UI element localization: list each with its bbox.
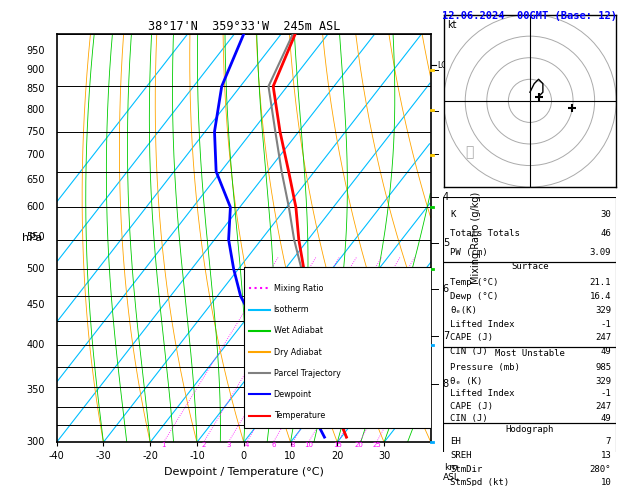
Text: Dewpoint: Dewpoint <box>274 390 312 399</box>
Text: PW (cm): PW (cm) <box>450 248 488 258</box>
Text: Totals Totals: Totals Totals <box>450 229 520 238</box>
Text: Hodograph: Hodograph <box>506 424 554 434</box>
Text: 25: 25 <box>372 442 381 448</box>
Text: 300: 300 <box>26 437 45 447</box>
Text: 16.4: 16.4 <box>590 292 611 301</box>
Text: 10: 10 <box>601 478 611 486</box>
Text: LCL: LCL <box>438 61 452 70</box>
Text: CAPE (J): CAPE (J) <box>450 333 493 342</box>
Text: Surface: Surface <box>511 262 548 272</box>
Text: Parcel Trajectory: Parcel Trajectory <box>274 369 340 378</box>
Text: StmSpd (kt): StmSpd (kt) <box>450 478 509 486</box>
Text: 1: 1 <box>162 442 166 448</box>
Text: SREH: SREH <box>450 451 472 460</box>
Text: Mixing Ratio (g/kg): Mixing Ratio (g/kg) <box>470 192 481 284</box>
Text: 2: 2 <box>201 442 206 448</box>
Text: 550: 550 <box>26 232 45 242</box>
Text: 15: 15 <box>333 442 342 448</box>
Text: 900: 900 <box>26 65 45 75</box>
Text: kt: kt <box>447 20 457 30</box>
Text: 2: 2 <box>443 106 449 116</box>
Text: Lifted Index: Lifted Index <box>450 320 515 329</box>
Text: 500: 500 <box>26 264 45 274</box>
Text: 21.1: 21.1 <box>590 278 611 287</box>
Text: hPa: hPa <box>22 233 42 243</box>
Text: K: K <box>450 210 456 219</box>
Text: Temp (°C): Temp (°C) <box>450 278 499 287</box>
Text: 700: 700 <box>26 150 45 160</box>
Text: 280°: 280° <box>590 465 611 474</box>
Text: 8: 8 <box>443 379 449 389</box>
Text: 3: 3 <box>226 442 231 448</box>
Text: Mixing Ratio: Mixing Ratio <box>274 284 323 293</box>
Text: 5: 5 <box>443 238 449 248</box>
Text: 3: 3 <box>443 150 449 159</box>
Bar <box>443 347 616 423</box>
Text: 800: 800 <box>26 104 45 115</box>
Text: θₑ(K): θₑ(K) <box>450 306 477 315</box>
Text: 49: 49 <box>601 414 611 423</box>
Text: 850: 850 <box>26 84 45 94</box>
Text: 400: 400 <box>26 340 45 350</box>
Text: EH: EH <box>450 437 461 446</box>
Text: -1: -1 <box>601 320 611 329</box>
Text: 950: 950 <box>26 46 45 56</box>
Text: 247: 247 <box>595 333 611 342</box>
Text: 20: 20 <box>355 442 364 448</box>
Text: 450: 450 <box>26 300 45 310</box>
Text: Isotherm: Isotherm <box>274 305 309 314</box>
Text: -1: -1 <box>601 389 611 399</box>
Text: 10: 10 <box>304 442 313 448</box>
Bar <box>443 197 616 262</box>
Text: 985: 985 <box>595 363 611 372</box>
Text: km
ASL: km ASL <box>443 463 460 482</box>
Text: Most Unstable: Most Unstable <box>495 349 565 358</box>
Text: 30: 30 <box>601 210 611 219</box>
Text: 350: 350 <box>26 385 45 395</box>
Text: 600: 600 <box>26 202 45 212</box>
Text: 7: 7 <box>443 330 449 341</box>
Text: ➿: ➿ <box>465 146 474 159</box>
Text: Dewp (°C): Dewp (°C) <box>450 292 499 301</box>
Bar <box>443 423 616 486</box>
Text: Wet Adiabat: Wet Adiabat <box>274 326 323 335</box>
Text: θₑ (K): θₑ (K) <box>450 377 482 385</box>
Text: 329: 329 <box>595 377 611 385</box>
X-axis label: Dewpoint / Temperature (°C): Dewpoint / Temperature (°C) <box>164 467 324 477</box>
Text: 329: 329 <box>595 306 611 315</box>
Text: 8: 8 <box>291 442 295 448</box>
Text: 3.09: 3.09 <box>590 248 611 258</box>
Text: CIN (J): CIN (J) <box>450 414 488 423</box>
Text: 13: 13 <box>601 451 611 460</box>
Text: CAPE (J): CAPE (J) <box>450 402 493 411</box>
Text: 1: 1 <box>443 65 449 75</box>
Text: Dry Adiabat: Dry Adiabat <box>274 347 321 357</box>
Text: 750: 750 <box>26 126 45 137</box>
Text: StmDir: StmDir <box>450 465 482 474</box>
Text: 4: 4 <box>443 192 449 202</box>
Text: 49: 49 <box>601 347 611 356</box>
Text: 6: 6 <box>443 284 449 294</box>
Text: 12.06.2024  00GMT (Base: 12): 12.06.2024 00GMT (Base: 12) <box>442 11 617 21</box>
Text: Temperature: Temperature <box>274 411 325 420</box>
Bar <box>443 262 616 347</box>
Text: CIN (J): CIN (J) <box>450 347 488 356</box>
FancyBboxPatch shape <box>243 267 435 428</box>
Text: 46: 46 <box>601 229 611 238</box>
Text: 247: 247 <box>595 402 611 411</box>
Text: 4: 4 <box>245 442 249 448</box>
Text: Lifted Index: Lifted Index <box>450 389 515 399</box>
Text: Pressure (mb): Pressure (mb) <box>450 363 520 372</box>
Text: 650: 650 <box>26 175 45 185</box>
Text: 7: 7 <box>606 437 611 446</box>
Text: 6: 6 <box>271 442 276 448</box>
Title: 38°17'N  359°33'W  245m ASL: 38°17'N 359°33'W 245m ASL <box>148 20 340 33</box>
